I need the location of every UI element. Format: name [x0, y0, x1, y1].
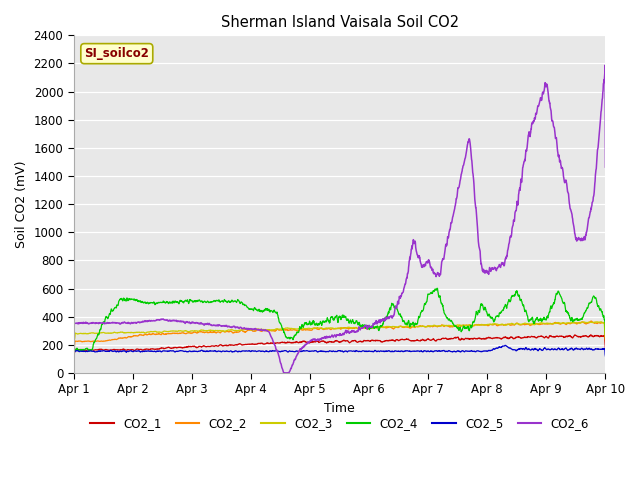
CO2_2 — [184, 330, 191, 336]
CO2_6 — [184, 319, 191, 324]
CO2_3 — [598, 319, 605, 324]
CO2_2 — [287, 327, 294, 333]
CO2_6 — [290, 360, 298, 365]
CO2_1 — [289, 340, 297, 346]
Y-axis label: Soil CO2 (mV): Soil CO2 (mV) — [15, 160, 28, 248]
CO2_1 — [269, 340, 276, 346]
CO2_4 — [269, 309, 276, 315]
CO2_1 — [100, 347, 108, 353]
Text: SI_soilco2: SI_soilco2 — [84, 47, 149, 60]
CO2_6 — [70, 336, 77, 342]
CO2_5 — [501, 342, 509, 348]
CO2_3 — [602, 336, 609, 342]
CO2_6 — [602, 164, 609, 170]
CO2_4 — [100, 320, 108, 325]
CO2_2 — [433, 324, 440, 329]
Title: Sherman Island Vaisala Soil CO2: Sherman Island Vaisala Soil CO2 — [221, 15, 459, 30]
CO2_1 — [184, 344, 191, 350]
CO2_4 — [287, 335, 294, 340]
CO2_1 — [587, 332, 595, 337]
CO2_3 — [289, 326, 297, 332]
Line: CO2_6: CO2_6 — [74, 65, 605, 373]
CO2_6 — [287, 365, 295, 371]
CO2_4 — [433, 286, 440, 292]
CO2_3 — [433, 323, 440, 329]
CO2_2 — [602, 338, 609, 344]
X-axis label: Time: Time — [324, 402, 355, 415]
CO2_6 — [100, 320, 108, 326]
Line: CO2_4: CO2_4 — [74, 288, 605, 359]
Line: CO2_5: CO2_5 — [74, 345, 605, 356]
CO2_1 — [433, 337, 440, 343]
CO2_5 — [287, 348, 294, 354]
Line: CO2_1: CO2_1 — [74, 335, 605, 353]
CO2_3 — [184, 329, 191, 335]
CO2_5 — [100, 348, 108, 354]
CO2_6 — [285, 370, 292, 376]
CO2_6 — [602, 62, 609, 68]
CO2_3 — [70, 336, 77, 342]
Line: CO2_2: CO2_2 — [74, 321, 605, 348]
Line: CO2_3: CO2_3 — [74, 322, 605, 339]
CO2_4 — [70, 356, 77, 362]
CO2_5 — [269, 348, 276, 353]
CO2_3 — [287, 325, 294, 331]
Legend: CO2_1, CO2_2, CO2_3, CO2_4, CO2_5, CO2_6: CO2_1, CO2_2, CO2_3, CO2_4, CO2_5, CO2_6 — [85, 412, 594, 434]
CO2_3 — [100, 330, 108, 336]
CO2_1 — [70, 350, 77, 356]
CO2_2 — [588, 318, 595, 324]
CO2_1 — [287, 340, 294, 346]
CO2_5 — [70, 353, 77, 359]
CO2_1 — [602, 346, 609, 352]
CO2_6 — [269, 337, 276, 343]
CO2_6 — [433, 272, 441, 277]
CO2_3 — [269, 327, 276, 333]
CO2_2 — [289, 327, 297, 333]
CO2_4 — [184, 297, 191, 303]
CO2_2 — [269, 328, 276, 334]
CO2_4 — [289, 336, 297, 341]
CO2_2 — [70, 345, 77, 350]
CO2_5 — [602, 353, 609, 359]
CO2_4 — [602, 332, 609, 337]
CO2_4 — [433, 286, 441, 291]
CO2_2 — [100, 338, 108, 344]
CO2_5 — [289, 348, 297, 354]
CO2_5 — [184, 349, 191, 355]
CO2_5 — [433, 348, 440, 354]
